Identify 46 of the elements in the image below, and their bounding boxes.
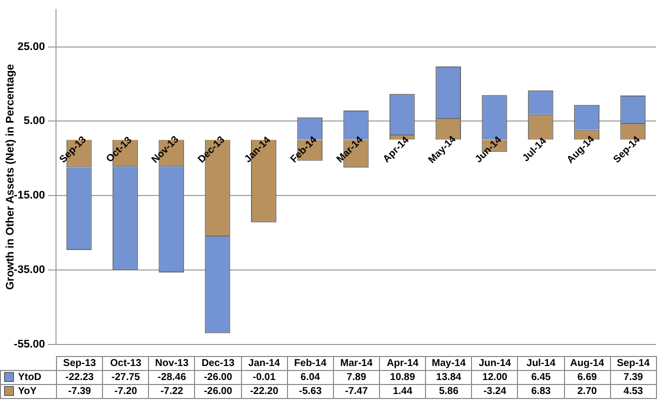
data-label: -3.24: [472, 384, 518, 398]
y-tick-label: 25.00: [17, 40, 45, 53]
data-label: -7.20: [102, 384, 149, 398]
data-label: 6.45: [518, 370, 564, 384]
y-tick-label: -35.00: [14, 264, 45, 276]
data-label: -28.46: [148, 370, 195, 384]
legend-label: YoY: [18, 386, 37, 397]
data-label: -5.63: [287, 384, 334, 398]
data-label: -7.39: [56, 384, 103, 398]
y-tick-label: -55.00: [14, 338, 45, 350]
data-label: -22.20: [241, 384, 288, 398]
x-tick-label: Dec-13: [194, 356, 242, 370]
data-label: 2.70: [564, 384, 610, 398]
x-tick-label: Sep-14: [610, 356, 656, 370]
y-tick-label: -15.00: [14, 190, 45, 202]
x-tick-label: Aug-14: [564, 356, 610, 370]
data-label: 7.39: [610, 370, 656, 384]
data-label: 13.84: [426, 370, 472, 384]
data-label: 6.69: [564, 370, 610, 384]
data-label: 10.89: [379, 370, 426, 384]
data-label: 6.83: [518, 384, 564, 398]
data-label: 5.86: [426, 384, 472, 398]
legend-label: YtoD: [18, 372, 42, 383]
x-tick-label: Nov-13: [148, 356, 195, 370]
x-tick-label: May-14: [426, 356, 472, 370]
data-label: 4.53: [610, 384, 656, 398]
data-label: -7.22: [148, 384, 195, 398]
x-tick-label: Mar-14: [333, 356, 380, 370]
x-tick-label: Jul-14: [518, 356, 564, 370]
x-tick-label: Jun-14: [472, 356, 518, 370]
data-label: 6.04: [287, 370, 334, 384]
y-tick-label: 5.00: [24, 115, 45, 128]
data-label: 12.00: [472, 370, 518, 384]
data-label: -26.00: [194, 384, 242, 398]
data-label: 7.89: [333, 370, 380, 384]
data-label: -26.00: [194, 370, 242, 384]
data-label: -27.75: [102, 370, 149, 384]
data-label: -22.23: [56, 370, 103, 384]
x-tick-label: Jan-14: [241, 356, 288, 370]
x-tick-label: Sep-13: [56, 356, 103, 370]
data-label: -0.01: [241, 370, 288, 384]
x-tick-label: Apr-14: [379, 356, 426, 370]
x-tick-label: Feb-14: [287, 356, 334, 370]
data-label: 1.44: [379, 384, 426, 398]
x-tick-label: Oct-13: [102, 356, 149, 370]
data-label: -7.47: [333, 384, 380, 398]
